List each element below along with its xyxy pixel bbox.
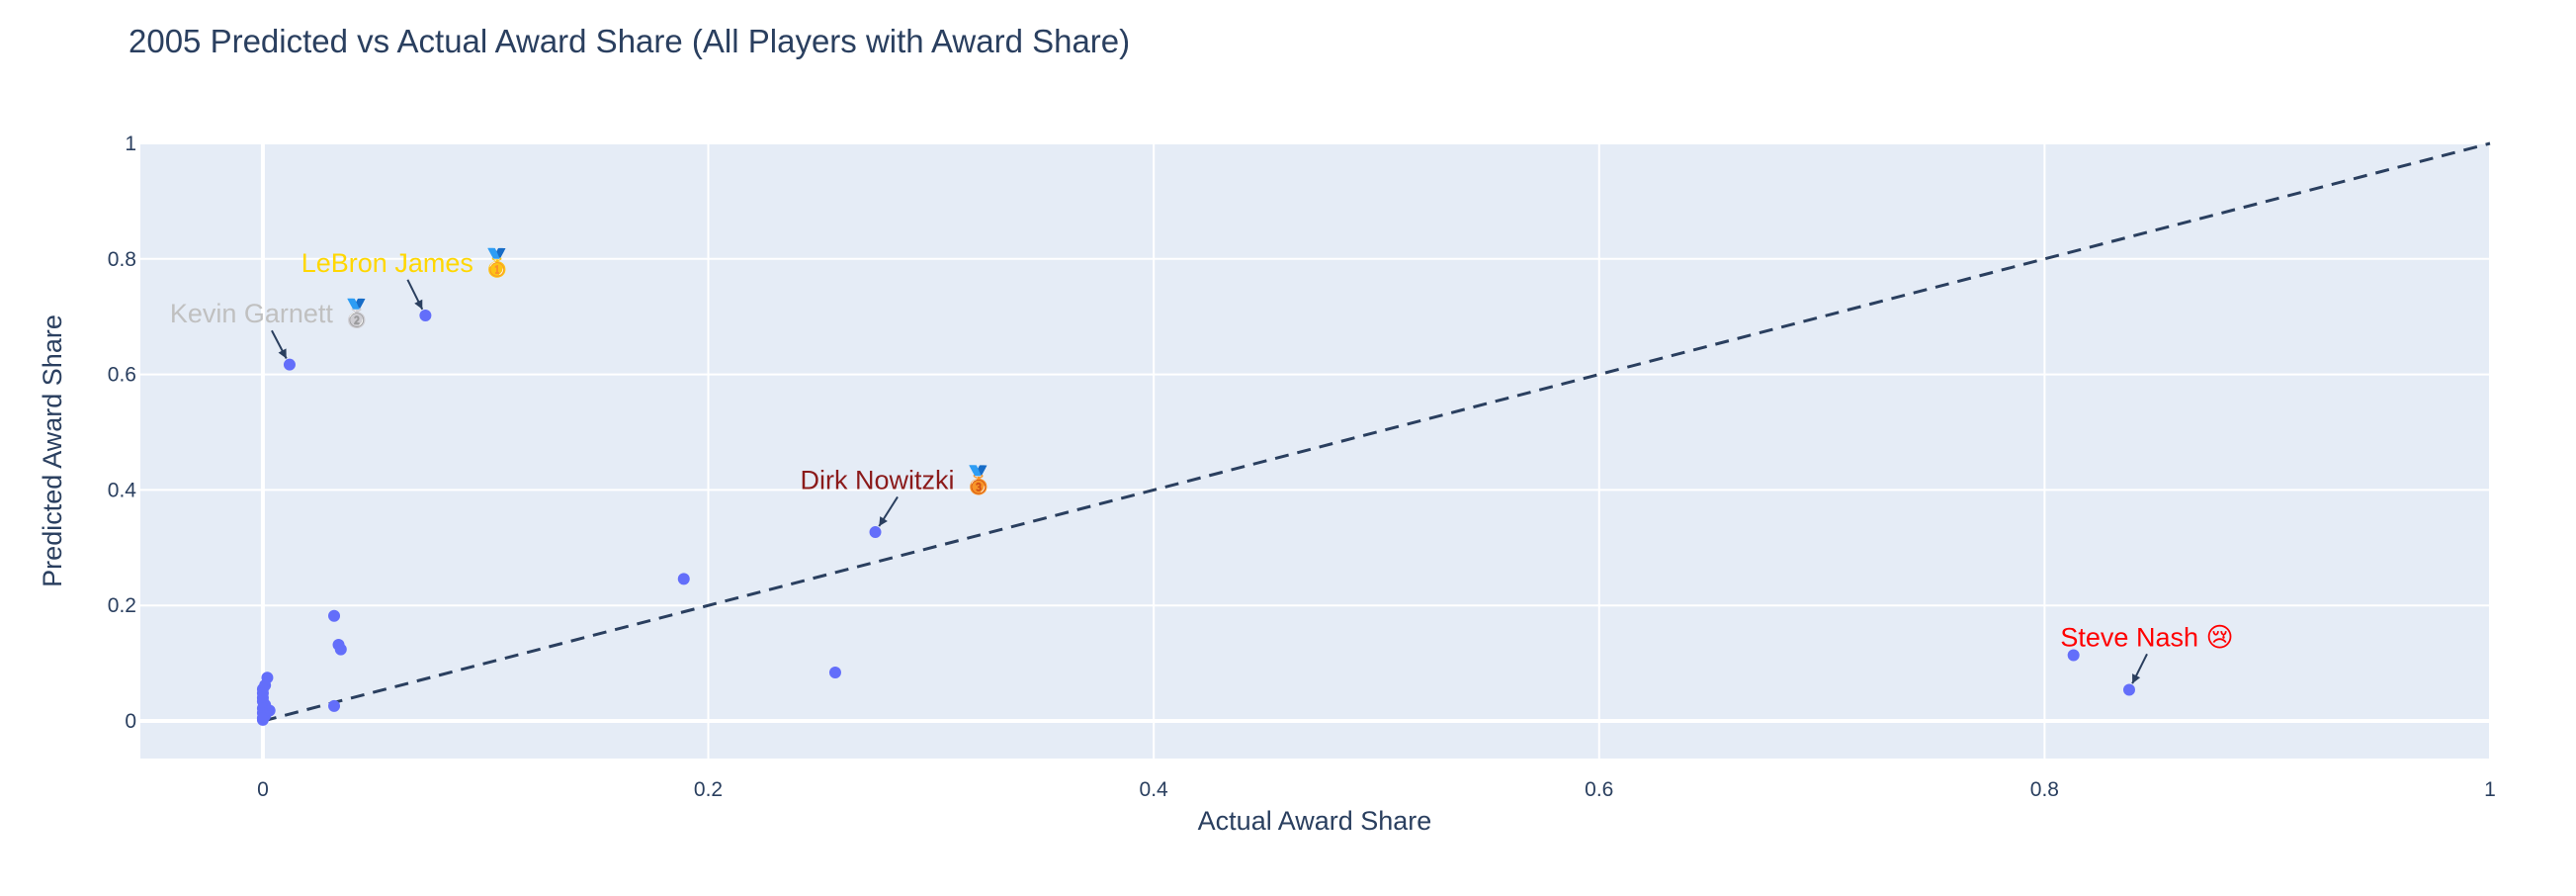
- reference-line: [262, 141, 2491, 723]
- data-point: [869, 526, 882, 539]
- y-tick-label: 0.4: [108, 479, 137, 501]
- x-tick-label: 0.6: [1585, 778, 1613, 801]
- data-point: [2123, 683, 2136, 696]
- x-tick-label: 1: [2484, 778, 2496, 801]
- annotation-label: LeBron James 🥇: [301, 247, 514, 279]
- annotation-arrowhead: [2132, 673, 2141, 684]
- data-point: [328, 609, 341, 622]
- annotation-label: Kevin Garnett 🥈: [170, 298, 374, 329]
- data-point: [677, 573, 690, 585]
- annotations: LeBron James 🥇 Kevin Garnett 🥈 Dirk Nowitz…: [170, 247, 2234, 684]
- grid-lines: [140, 142, 2491, 759]
- chart-title: 2005 Predicted vs Actual Award Share (Al…: [129, 23, 1130, 59]
- data-point: [2067, 649, 2080, 662]
- data-point: [828, 666, 841, 678]
- y-tick-label: 0.6: [108, 364, 136, 387]
- annotation-label: Dirk Nowitzki 🥉: [800, 464, 994, 495]
- x-tick-label: 0.2: [694, 778, 723, 801]
- annotation-arrowhead: [414, 299, 423, 310]
- x-tick-label: 0.4: [1140, 778, 1169, 801]
- x-axis-title: Actual Award Share: [1198, 806, 1432, 836]
- y-tick-label: 0.8: [108, 248, 136, 271]
- y-tick-label: 0: [125, 710, 136, 733]
- y-tick-label: 0.2: [108, 594, 136, 617]
- annotation-arrowhead: [278, 348, 287, 359]
- data-point: [328, 699, 341, 712]
- data-point: [334, 643, 347, 656]
- annotation-arrowhead: [879, 516, 888, 527]
- data-points: [256, 310, 2136, 726]
- data-point: [419, 310, 432, 322]
- y-tick-label: 1: [125, 133, 136, 155]
- x-tick-label: 0.8: [2030, 778, 2059, 801]
- y-axis-title: Predicted Award Share: [38, 314, 67, 587]
- annotation-label: Steve Nash 😢: [2060, 622, 2233, 652]
- data-point: [256, 713, 269, 726]
- data-point: [283, 358, 296, 371]
- reference-line-layer: [262, 141, 2491, 723]
- tick-labels: 0 0.2 0.4 0.6 0.8 1 0 0.2 0.4 0.6 0.8 1: [108, 133, 2496, 801]
- x-tick-label: 0: [257, 778, 269, 801]
